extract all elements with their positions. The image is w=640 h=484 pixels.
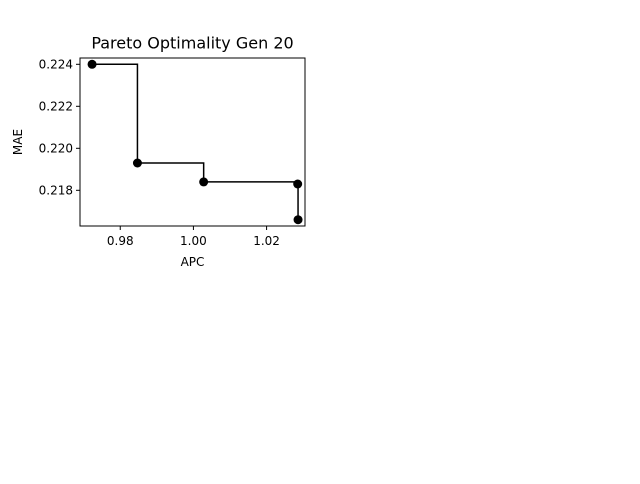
chart-title: Pareto Optimality Gen 20 [91,34,293,53]
x-ticks: 0.98 1.00 1.02 [107,226,280,248]
pareto-step-line [92,63,299,220]
y-ticks: 0.218 0.220 0.222 0.224 [39,57,80,197]
x-tick-label: 0.98 [107,234,134,248]
y-tick-label: 0.218 [39,183,73,197]
data-point-3 [293,179,303,189]
x-axis-label: APC [181,255,205,269]
y-tick-label: 0.224 [39,57,73,71]
data-point-4 [293,215,303,225]
x-tick-label: 1.00 [180,234,207,248]
y-tick-label: 0.222 [39,99,73,113]
plot-area: 0.98 1.00 1.02 0.218 0.220 0.222 0.224 [39,57,306,248]
y-tick-label: 0.220 [39,141,73,155]
axes-frame [79,57,306,227]
x-tick-label: 1.02 [253,234,280,248]
data-points [87,59,303,225]
y-axis-label: MAE [11,129,25,155]
data-point-2 [199,177,209,187]
data-point-1 [132,158,142,168]
data-point-0 [87,59,97,69]
